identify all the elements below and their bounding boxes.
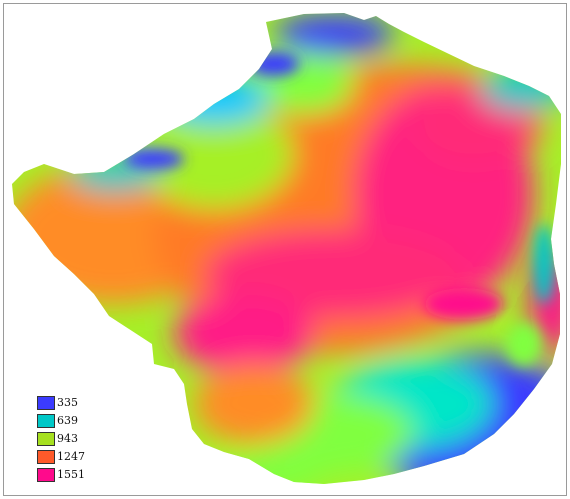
legend-label: 943 (57, 432, 78, 445)
legend-label: 335 (57, 396, 78, 409)
legend-swatch (37, 414, 55, 428)
legend: 335 639 943 1247 1551 (37, 394, 85, 484)
legend-entry: 639 (37, 412, 85, 430)
elevation-raster (12, 13, 561, 484)
legend-label: 1247 (57, 450, 85, 463)
legend-label: 639 (57, 414, 78, 427)
legend-entry: 943 (37, 430, 85, 448)
legend-swatch (37, 432, 55, 446)
legend-entry: 1551 (37, 466, 85, 484)
legend-entry: 335 (37, 394, 85, 412)
legend-swatch (37, 468, 55, 482)
legend-swatch (37, 450, 55, 464)
elevation-map (12, 13, 561, 484)
legend-entry: 1247 (37, 448, 85, 466)
legend-label: 1551 (57, 468, 85, 481)
legend-swatch (37, 396, 55, 410)
map-frame: 335 639 943 1247 1551 (3, 3, 567, 496)
